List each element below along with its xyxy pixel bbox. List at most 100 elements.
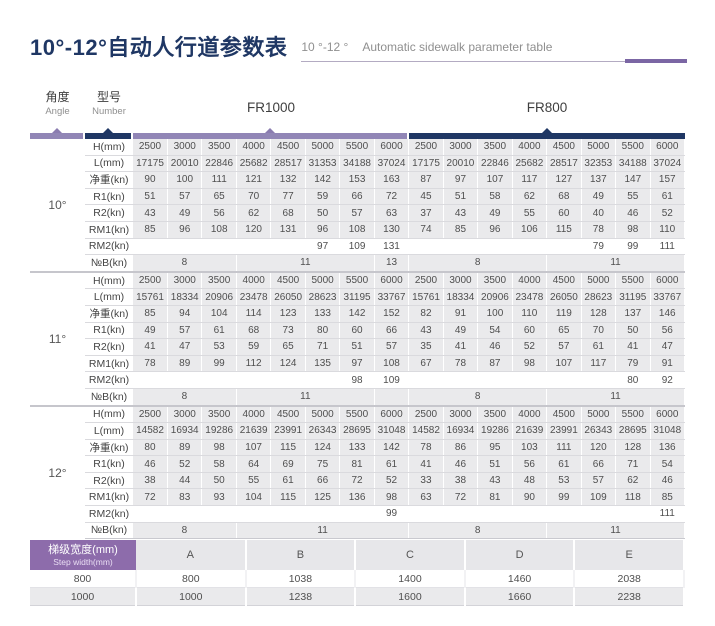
data-cell (167, 371, 203, 389)
data-cell: 85 (133, 305, 168, 323)
row-label: R2(kn) (85, 472, 133, 490)
row-label: L(mm) (85, 155, 133, 173)
data-cell (581, 371, 617, 389)
data-cell: 4500 (270, 404, 306, 424)
data-cell: 38 (133, 472, 168, 490)
data-cell: 52 (512, 338, 548, 356)
data-cell (305, 371, 341, 389)
data-cell: 2500 (133, 139, 168, 156)
data-cell: 56 (512, 455, 548, 473)
data-cell: 99 (546, 488, 582, 507)
data-cell (443, 505, 479, 523)
data-cell: 100 (477, 305, 513, 323)
data-cell: 20010 (167, 155, 203, 173)
data-cell: 124 (270, 355, 306, 373)
data-cell: 35 (408, 338, 444, 356)
data-cell: 5500 (615, 404, 651, 424)
data-cell: 103 (512, 439, 548, 457)
step-value-cell: 2238 (574, 587, 685, 606)
data-cell: 3500 (201, 139, 237, 156)
row-label: H(mm) (85, 139, 133, 156)
step-col-header: B (245, 540, 357, 570)
data-cell: 78 (443, 355, 479, 373)
row-label: R1(kn) (85, 322, 133, 340)
data-cell (201, 505, 237, 523)
table-row: 12° H(mm) 2500 3000 3500 4000 4500 5000 5500 6000… (30, 404, 686, 539)
data-cell: 137 (615, 305, 651, 323)
data-cell: 55 (236, 472, 272, 490)
triangle-up-icon (265, 128, 275, 133)
data-cell: 91 (650, 355, 686, 373)
row-label: RM2(kn) (85, 371, 133, 389)
data-cell: 77 (270, 188, 306, 206)
data-cell (133, 505, 168, 523)
data-cell: 2500 (408, 404, 444, 424)
data-cell: 51 (133, 188, 168, 206)
data-cell: 97 (443, 171, 479, 189)
data-cell: 98 (615, 221, 651, 239)
step-width-header: 梯级宽度(mm) Step width(mm) (30, 540, 136, 570)
table-row: 11° H(mm) 2500 3000 3500 4000 4500 5000 5500 6000… (30, 270, 686, 406)
data-cell: 109 (339, 238, 375, 256)
span-cell (374, 388, 410, 407)
data-cell: 43 (477, 472, 513, 490)
data-cell: 100 (167, 171, 203, 189)
data-cell: 119 (546, 305, 582, 323)
data-cell: 80 (133, 439, 168, 457)
data-cell: 111 (201, 171, 237, 189)
data-cell: 23478 (512, 288, 548, 306)
angle-cell: 10° (30, 139, 85, 272)
step-value-cell: 1000 (136, 587, 247, 606)
data-cell: 61 (581, 338, 617, 356)
data-cell: 87 (408, 171, 444, 189)
data-cell: 19286 (201, 422, 237, 440)
data-cell: 85 (133, 221, 168, 239)
step-width-table-body: 梯级宽度(mm) Step width(mm) A B C D E 800 800 1038 140… (30, 540, 685, 606)
data-cell: 49 (443, 322, 479, 340)
data-cell: 61 (374, 455, 410, 473)
data-cell: 83 (167, 488, 203, 507)
data-cell: 72 (374, 188, 410, 206)
data-cell: 23991 (546, 422, 582, 440)
data-cell: 20010 (443, 155, 479, 173)
data-cell: 104 (236, 488, 272, 507)
table-row: RM1(kn) 85 96 108 120 131 96 108 130 74 85 96 106 115… (30, 221, 686, 239)
data-cell: 60 (546, 204, 582, 222)
data-cell: 2500 (133, 270, 168, 290)
data-cell (270, 371, 306, 389)
table-row: RM2(kn) 98 109 80 92 (30, 371, 686, 389)
header-bar-fr800 (409, 128, 685, 139)
data-cell: 26343 (581, 422, 617, 440)
span-cell: 11 (236, 254, 375, 273)
row-label: R2(kn) (85, 204, 133, 222)
data-cell: 3000 (167, 270, 203, 290)
table-row: R2(kn) 41 47 53 59 65 71 51 57 35 41 46 52 57 61 41 47 (30, 338, 686, 356)
data-cell: 63 (374, 204, 410, 222)
data-cell: 58 (477, 188, 513, 206)
data-cell: 6000 (650, 139, 686, 156)
table-row: №B(kn) 8 11 8 11 (30, 388, 685, 407)
table-row: №B(kn) 8 11 8 11 (30, 522, 685, 540)
data-cell: 55 (512, 204, 548, 222)
data-cell: 41 (408, 455, 444, 473)
table-row: 净重(kn) 80 89 98 107 115 124 133 142 78 86 95 103 111 1… (30, 439, 686, 457)
step-value-cell: 2038 (574, 570, 685, 588)
title-row: 10°-12°自动人行道参数表 10 °-12 ° Automatic sidew… (30, 30, 687, 63)
step-col-header: A (136, 540, 247, 570)
data-cell: 5500 (615, 139, 651, 156)
data-cell: 3500 (477, 139, 513, 156)
span-cell: 8 (133, 388, 237, 407)
data-cell: 26050 (270, 288, 306, 306)
data-cell: 97 (305, 238, 341, 256)
data-cell: 92 (650, 371, 686, 389)
data-cell: 99 (374, 505, 410, 523)
data-cell: 108 (201, 221, 237, 239)
row-label: H(mm) (85, 404, 133, 424)
data-cell: 18334 (443, 288, 479, 306)
triangle-up-icon (51, 128, 62, 133)
data-cell (408, 371, 444, 389)
data-cell: 4000 (236, 270, 272, 290)
data-cell: 112 (236, 355, 272, 373)
data-cell: 49 (581, 188, 617, 206)
data-cell: 118 (615, 488, 651, 507)
